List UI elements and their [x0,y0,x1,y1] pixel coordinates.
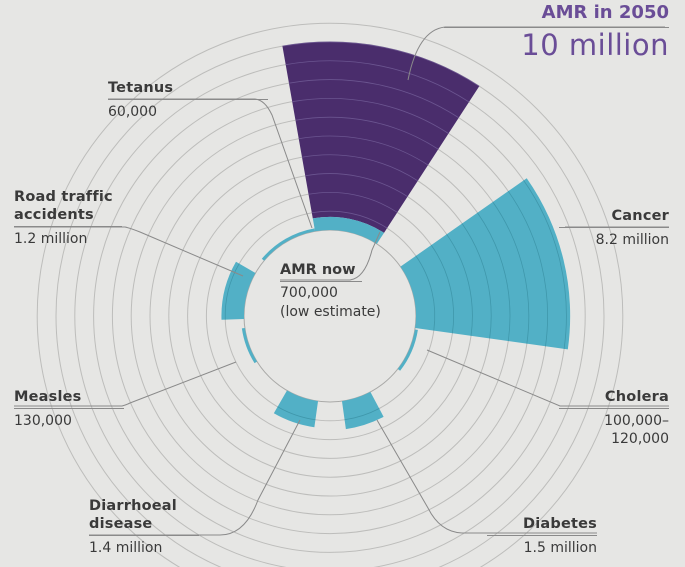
label-name: Diabetes [522,516,597,532]
label-name: AMR in 2050 [541,2,669,23]
label-road-traffic: Road traffic accidents 1.2 million [14,188,122,248]
wedge-ring-line [430,244,454,334]
wedge-diabetes [341,391,384,430]
label-diabetes: Diabetes 1.5 million [487,515,597,557]
label-diarrhoeal: Diarrhoeal disease 1.4 million [89,497,199,557]
grid-ring [36,22,624,567]
label-name: Cholera [604,389,669,405]
label-value: 1.4 million [89,540,163,556]
wedge-ring-line [477,212,511,342]
wedge-cancer [400,178,571,350]
label-name-2: disease [89,516,153,532]
label-tetanus: Tetanus 60,000 [108,79,268,121]
wedge-ring-line [492,201,530,344]
label-rule [14,408,124,409]
leader-amr-now [280,231,381,281]
label-value: 60,000 [108,104,157,120]
label-value: 130,000 [14,413,72,429]
wedge-ring-line [295,116,439,150]
leader-cholera [426,349,669,407]
wedge-ring-line [311,210,388,229]
wedge-ring-line [285,60,470,103]
label-name: AMR now [280,262,356,278]
leader-road [14,226,244,277]
wedge-ring-line [301,154,419,182]
label-value: 1.5 million [523,540,597,556]
label-name-1: Diarrhoeal [89,498,177,514]
wedge-ring-line [461,223,492,339]
label-value: 10 million [521,28,669,62]
label-name: Measles [14,389,82,405]
wedge-ring-line [282,41,480,87]
wedge-ring-line [277,406,316,421]
label-rule [14,226,122,227]
wedge-ring-line [507,190,548,347]
label-rule [487,535,597,536]
wedge-ring-line [292,98,449,134]
label-name-2: accidents [14,207,94,223]
wedge-ring-line [288,79,459,119]
wedge-ring-line [224,263,240,320]
wedges [221,41,571,430]
label-rule [280,281,362,282]
wedge-ring-line [523,180,567,349]
leader-measles [14,361,237,407]
label-rule [444,27,669,28]
label-name-1: Road traffic [14,189,113,205]
label-rule [559,408,669,409]
label-amr-2050: AMR in 2050 10 million [444,2,669,62]
label-value: 700,000 [280,285,338,301]
wedge-measles [241,327,258,364]
wedge-ring-line [446,234,473,336]
label-value: 1.2 million [14,231,88,247]
label-rule [108,99,268,100]
label-value: 8.2 million [595,232,669,248]
label-name: Cancer [611,208,669,224]
wedge-ring-line [344,408,380,421]
wedge-tetanus [261,228,316,261]
wedge-cholera [397,329,418,371]
wedge-amr-now [312,216,385,244]
leader-diarrhoeal [89,419,301,536]
wedge-road [221,261,256,320]
label-amr-now: AMR now 700,000 (low estimate) [280,261,381,322]
label-rule [559,227,669,228]
wedge-ring-line [308,192,398,213]
label-cancer: Cancer 8.2 million [559,207,669,249]
wedge-diarrhoeal [273,390,319,428]
label-note: (low estimate) [280,304,381,320]
wedge-ring-line [298,135,429,166]
label-value-2: 120,000 [611,431,669,447]
label-rule [89,535,199,536]
label-name: Tetanus [108,80,174,96]
label-measles: Measles 130,000 [14,388,124,430]
wedge-amr-2050 [282,41,480,233]
wedge-ring-line [415,255,436,331]
wedge-ring-line [305,173,408,197]
leader-diabetes [376,419,597,534]
label-cholera: Cholera 100,000– 120,000 [559,388,669,448]
label-value-1: 100,000– [604,413,669,429]
